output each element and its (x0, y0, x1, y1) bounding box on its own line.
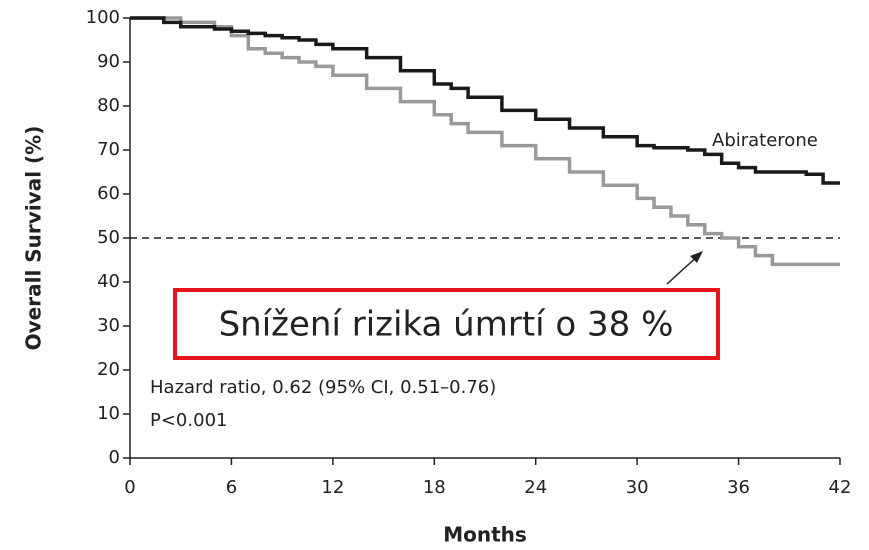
annotation: P<0.001 (150, 410, 227, 431)
y-tick-label: 40 (97, 271, 120, 292)
y-tick-label: 0 (109, 447, 120, 468)
x-tick-label: 42 (829, 477, 852, 498)
x-tick-label: 0 (124, 477, 135, 498)
y-tick-label: 10 (97, 403, 120, 424)
x-tick-label: 18 (423, 477, 446, 498)
y-tick-label: 30 (97, 315, 120, 336)
x-tick-label: 36 (727, 477, 750, 498)
x-tick-label: 30 (626, 477, 649, 498)
y-tick-label: 20 (97, 359, 120, 380)
annotation: Hazard ratio, 0.62 (95% CI, 0.51–0.76) (150, 377, 496, 398)
x-tick-label: 24 (524, 477, 547, 498)
callout-box (173, 288, 720, 360)
y-tick-label: 70 (97, 139, 120, 160)
callout: Snížení rizika úmrtí o 38 % (219, 305, 674, 345)
x-tick-label: 12 (321, 477, 344, 498)
y-tick-label: 80 (97, 95, 120, 116)
x-tick-label: 6 (226, 477, 237, 498)
survival-curve (130, 16, 840, 185)
x-axis-label: Months (443, 523, 527, 547)
arrow-head (690, 251, 703, 263)
y-tick-label: 100 (86, 7, 120, 28)
series-label: Abiraterone (712, 130, 818, 151)
y-tick-label: 50 (97, 227, 120, 248)
y-tick-label: 90 (97, 51, 120, 72)
survival-curve (130, 16, 840, 267)
y-tick-label: 60 (97, 183, 120, 204)
y-axis-label: Overall Survival (%) (22, 126, 46, 351)
